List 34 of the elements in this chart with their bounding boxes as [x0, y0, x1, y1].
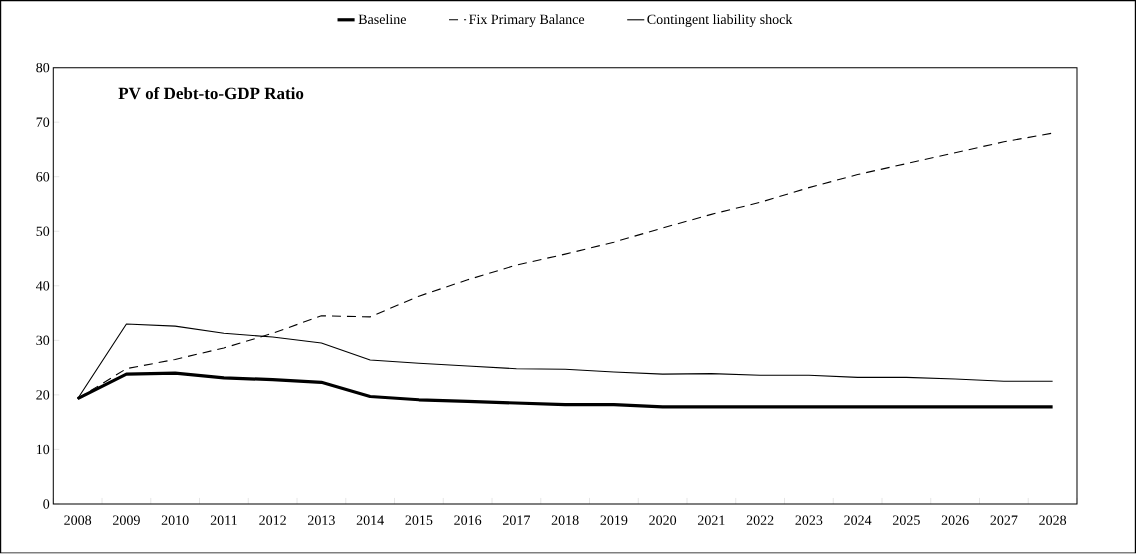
- x-tick-label: 2009: [113, 515, 140, 526]
- x-tick-label: 2011: [210, 515, 237, 526]
- y-tick-label: 20: [36, 390, 50, 400]
- x-tick-label: 2018: [551, 515, 579, 526]
- x-tick-label: 2023: [795, 515, 823, 526]
- x-tick-label: 2010: [161, 515, 189, 526]
- x-tick-label: 2013: [308, 515, 335, 526]
- y-tick-label: 60: [36, 172, 50, 182]
- x-tick-label: 2020: [649, 515, 677, 526]
- legend-label: Baseline: [358, 14, 406, 25]
- y-tick-label: 70: [36, 117, 50, 128]
- x-tick-label: 2021: [697, 515, 725, 526]
- x-tick-label: 2028: [1039, 515, 1067, 526]
- x-tick-label: 2008: [64, 515, 92, 526]
- y-tick-label: 10: [36, 444, 50, 455]
- y-tick-label: 30: [36, 335, 50, 346]
- y-tick-label: 40: [36, 281, 50, 291]
- x-tick-label: 2026: [941, 515, 969, 526]
- x-tick-label: 2014: [356, 515, 384, 526]
- x-tick-label: 2027: [990, 515, 1018, 526]
- x-tick-label: 2025: [892, 515, 920, 526]
- x-tick-label: 2017: [502, 515, 530, 526]
- legend-label: Fix Primary Balance: [469, 14, 585, 28]
- x-tick-label: 2012: [259, 515, 286, 526]
- x-tick-label: 2022: [746, 515, 774, 526]
- text: PV of Debt-to-GDP Ratio: [118, 87, 304, 100]
- x-tick-label: 2015: [405, 515, 433, 526]
- legend-label: Contingent liability shock: [647, 14, 793, 28]
- y-tick-label: 0: [43, 499, 50, 509]
- x-tick-label: 2024: [844, 515, 872, 526]
- y-tick-label: 50: [36, 226, 50, 237]
- x-tick-label: 2019: [600, 515, 628, 526]
- x-tick-label: 2016: [454, 515, 482, 526]
- y-tick-label: 80: [36, 63, 50, 73]
